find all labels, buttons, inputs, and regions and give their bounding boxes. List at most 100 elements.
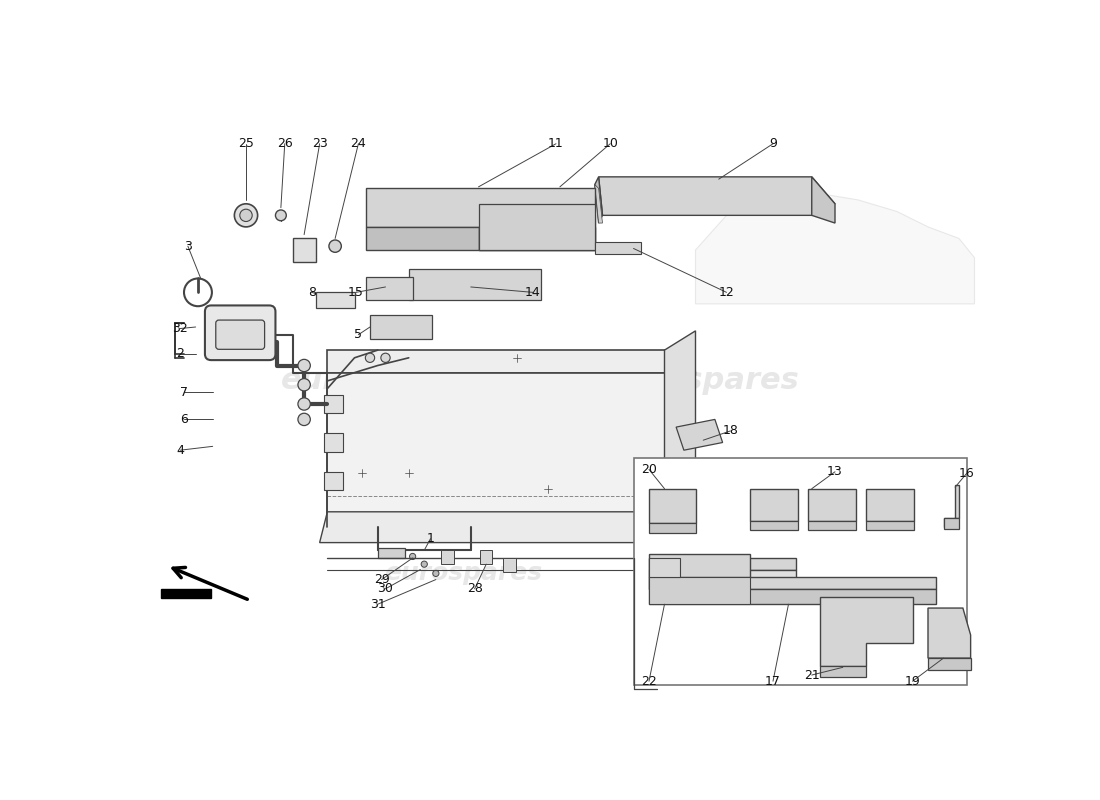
Polygon shape	[928, 658, 970, 670]
Circle shape	[514, 354, 521, 362]
Text: 15: 15	[348, 286, 364, 299]
Polygon shape	[504, 558, 516, 572]
Polygon shape	[595, 185, 603, 223]
Text: 29: 29	[374, 573, 389, 586]
Polygon shape	[866, 489, 914, 521]
Circle shape	[298, 414, 310, 426]
Polygon shape	[807, 489, 856, 521]
Polygon shape	[366, 188, 595, 250]
Circle shape	[381, 353, 390, 362]
Polygon shape	[649, 570, 796, 589]
Polygon shape	[323, 472, 343, 490]
Polygon shape	[323, 434, 343, 452]
Text: 23: 23	[311, 138, 328, 150]
Polygon shape	[320, 512, 672, 542]
Polygon shape	[595, 177, 603, 223]
Polygon shape	[316, 292, 354, 308]
Text: 28: 28	[466, 582, 483, 595]
FancyBboxPatch shape	[216, 320, 265, 350]
Text: 11: 11	[548, 138, 564, 150]
Polygon shape	[161, 589, 211, 598]
Text: 4: 4	[176, 444, 184, 457]
Polygon shape	[807, 521, 856, 530]
Text: 32: 32	[173, 322, 188, 335]
Polygon shape	[750, 521, 798, 530]
Circle shape	[405, 470, 412, 477]
Circle shape	[432, 570, 439, 577]
Text: 26: 26	[277, 138, 293, 150]
Circle shape	[329, 240, 341, 252]
Text: 8: 8	[308, 286, 316, 299]
Polygon shape	[664, 331, 695, 527]
Text: eurospares: eurospares	[282, 366, 474, 395]
Circle shape	[240, 209, 252, 222]
Polygon shape	[676, 419, 723, 450]
Text: 14: 14	[525, 286, 540, 299]
Polygon shape	[366, 227, 478, 250]
Polygon shape	[649, 489, 695, 523]
Polygon shape	[441, 550, 453, 564]
Text: 20: 20	[641, 463, 657, 476]
Text: 2: 2	[176, 347, 184, 361]
Polygon shape	[409, 270, 540, 300]
Text: eurospares: eurospares	[384, 562, 542, 586]
Polygon shape	[377, 548, 405, 558]
Text: 5: 5	[354, 328, 362, 341]
FancyBboxPatch shape	[634, 458, 967, 685]
Polygon shape	[820, 597, 913, 666]
Polygon shape	[866, 521, 914, 530]
Text: 16: 16	[959, 467, 975, 480]
Text: 9: 9	[769, 138, 777, 150]
Text: 12: 12	[718, 286, 735, 299]
Polygon shape	[649, 554, 750, 578]
FancyBboxPatch shape	[205, 306, 275, 360]
Polygon shape	[293, 238, 316, 262]
Text: 10: 10	[603, 138, 618, 150]
Circle shape	[298, 378, 310, 391]
Polygon shape	[478, 204, 595, 250]
Polygon shape	[928, 608, 970, 658]
Text: eurospares: eurospares	[663, 515, 821, 539]
Circle shape	[298, 359, 310, 372]
Text: 3: 3	[184, 240, 191, 253]
Text: 31: 31	[370, 598, 386, 610]
Polygon shape	[649, 578, 936, 589]
Text: 24: 24	[351, 138, 366, 150]
Circle shape	[234, 204, 257, 227]
Text: 21: 21	[804, 669, 820, 682]
Text: 19: 19	[904, 674, 921, 688]
Text: 22: 22	[641, 674, 657, 688]
Circle shape	[275, 210, 286, 221]
Polygon shape	[598, 177, 835, 215]
Polygon shape	[323, 394, 343, 414]
Circle shape	[409, 554, 416, 559]
Polygon shape	[370, 315, 432, 338]
Polygon shape	[695, 192, 975, 304]
Circle shape	[359, 470, 366, 477]
Polygon shape	[478, 227, 595, 250]
Text: eurospares: eurospares	[607, 366, 800, 395]
Text: 7: 7	[180, 386, 188, 399]
Circle shape	[298, 398, 310, 410]
Text: 6: 6	[180, 413, 188, 426]
Text: 1: 1	[427, 532, 434, 546]
Text: 18: 18	[723, 425, 738, 438]
Circle shape	[365, 353, 375, 362]
Polygon shape	[649, 589, 936, 604]
Text: 17: 17	[766, 674, 781, 688]
Text: 25: 25	[238, 138, 254, 150]
Polygon shape	[366, 277, 412, 300]
Polygon shape	[944, 485, 959, 527]
Polygon shape	[595, 242, 641, 254]
Circle shape	[544, 485, 552, 493]
Polygon shape	[820, 666, 866, 678]
Polygon shape	[328, 373, 664, 527]
Polygon shape	[812, 177, 835, 223]
Polygon shape	[944, 518, 959, 529]
Polygon shape	[480, 550, 493, 564]
Text: 30: 30	[377, 582, 394, 595]
Polygon shape	[649, 570, 695, 589]
Polygon shape	[649, 558, 680, 578]
Polygon shape	[649, 558, 796, 570]
Polygon shape	[649, 578, 750, 604]
